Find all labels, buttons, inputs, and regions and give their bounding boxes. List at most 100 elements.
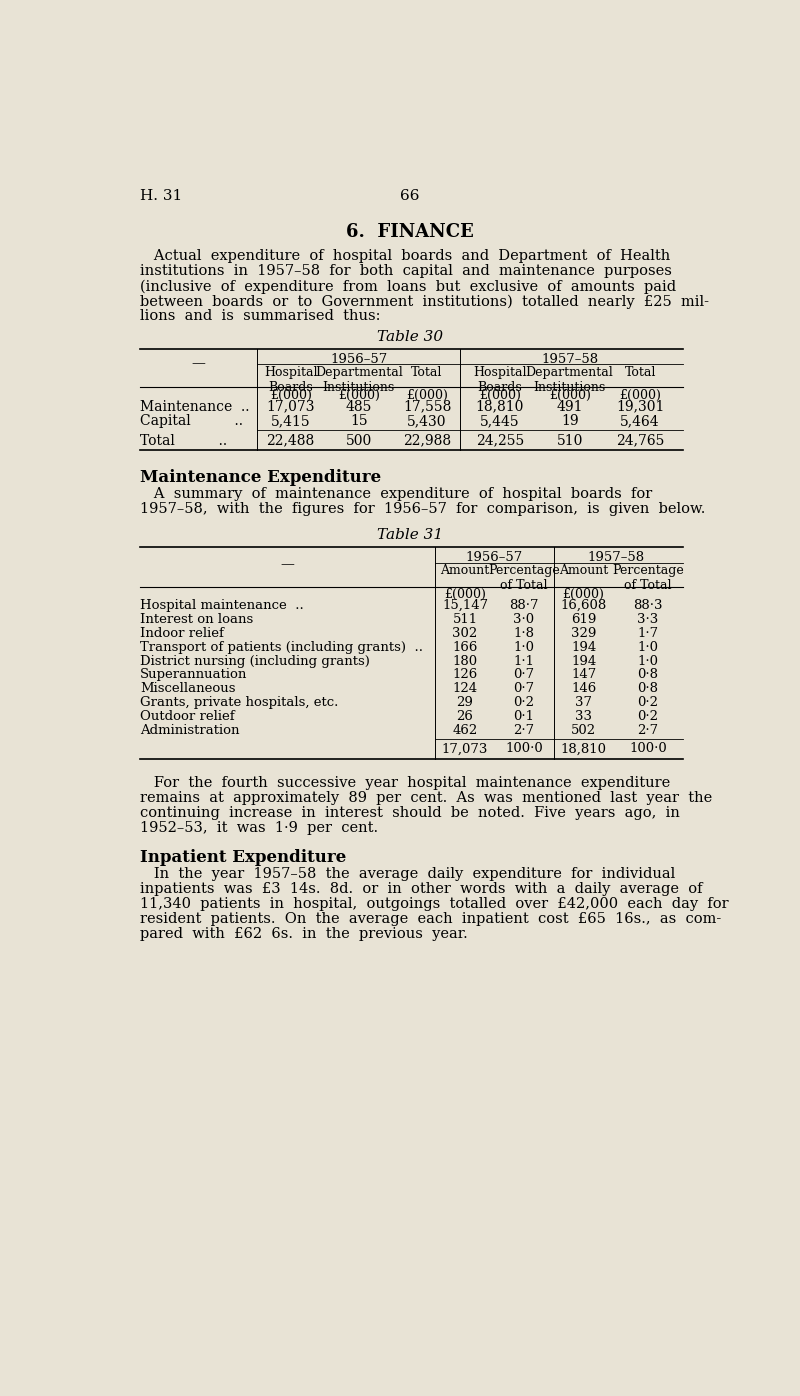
Text: inpatients  was  £3  14s.  8d.  or  in  other  words  with  a  daily  average  o: inpatients was £3 14s. 8d. or in other w…	[140, 882, 702, 896]
Text: pared  with  £62  6s.  in  the  previous  year.: pared with £62 6s. in the previous year.	[140, 927, 468, 941]
Text: Hospital
Boards: Hospital Boards	[473, 366, 526, 394]
Text: 462: 462	[453, 725, 478, 737]
Text: Indoor relief: Indoor relief	[140, 627, 224, 639]
Text: (inclusive  of  expenditure  from  loans  but  exclusive  of  amounts  paid: (inclusive of expenditure from loans but…	[140, 279, 677, 293]
Text: 1956–57: 1956–57	[330, 353, 387, 366]
Text: District nursing (including grants): District nursing (including grants)	[140, 655, 370, 667]
Text: 88·3: 88·3	[633, 599, 662, 611]
Text: 1957–58,  with  the  figures  for  1956–57  for  comparison,  is  given  below.: 1957–58, with the figures for 1956–57 fo…	[140, 503, 706, 517]
Text: lions  and  is  summarised  thus:: lions and is summarised thus:	[140, 309, 381, 324]
Text: Superannuation: Superannuation	[140, 669, 248, 681]
Text: Total: Total	[411, 366, 442, 378]
Text: Miscellaneous: Miscellaneous	[140, 683, 236, 695]
Text: 329: 329	[571, 627, 596, 639]
Text: 37: 37	[575, 697, 592, 709]
Text: 146: 146	[571, 683, 596, 695]
Text: Departmental
Institutions: Departmental Institutions	[526, 366, 614, 394]
Text: 22,988: 22,988	[403, 434, 451, 448]
Text: Table 30: Table 30	[377, 331, 443, 345]
Text: continuing  increase  in  interest  should  be  noted.  Five  years  ago,  in: continuing increase in interest should b…	[140, 807, 680, 821]
Text: 24,255: 24,255	[476, 434, 524, 448]
Text: 33: 33	[575, 711, 592, 723]
Text: 17,073: 17,073	[442, 743, 488, 755]
Text: £(000): £(000)	[562, 588, 605, 602]
Text: 1·0: 1·0	[638, 641, 658, 653]
Text: 100·0: 100·0	[505, 743, 542, 755]
Text: 88·7: 88·7	[509, 599, 538, 611]
Text: 26: 26	[457, 711, 474, 723]
Text: Hospital
Boards: Hospital Boards	[264, 366, 318, 394]
Text: £(000): £(000)	[270, 389, 311, 402]
Text: 0·7: 0·7	[514, 683, 534, 695]
Text: Maintenance  ..: Maintenance ..	[140, 399, 250, 413]
Text: 2·7: 2·7	[638, 725, 658, 737]
Text: Hospital maintenance  ..: Hospital maintenance ..	[140, 599, 304, 611]
Text: 511: 511	[453, 613, 478, 625]
Text: 3·3: 3·3	[638, 613, 658, 625]
Text: Actual  expenditure  of  hospital  boards  and  Department  of  Health: Actual expenditure of hospital boards an…	[140, 248, 670, 262]
Text: —: —	[191, 356, 206, 370]
Text: 194: 194	[571, 641, 596, 653]
Text: 5,464: 5,464	[620, 415, 660, 429]
Text: 1·8: 1·8	[514, 627, 534, 639]
Text: Percentage
of Total: Percentage of Total	[488, 564, 560, 592]
Text: resident  patients.  On  the  average  each  inpatient  cost  £65  16s.,  as  co: resident patients. On the average each i…	[140, 912, 722, 926]
Text: 194: 194	[571, 655, 596, 667]
Text: Table 31: Table 31	[377, 528, 443, 542]
Text: H. 31: H. 31	[140, 188, 182, 202]
Text: Amount: Amount	[441, 564, 490, 578]
Text: 17,558: 17,558	[403, 399, 451, 413]
Text: 0·2: 0·2	[514, 697, 534, 709]
Text: 0·8: 0·8	[638, 669, 658, 681]
Text: Inpatient Expenditure: Inpatient Expenditure	[140, 849, 346, 866]
Text: 510: 510	[557, 434, 583, 448]
Text: 6.  FINANCE: 6. FINANCE	[346, 223, 474, 242]
Text: 17,073: 17,073	[266, 399, 315, 413]
Text: Total          ..: Total ..	[140, 434, 227, 448]
Text: £(000): £(000)	[619, 389, 661, 402]
Text: £(000): £(000)	[338, 389, 380, 402]
Text: 1·0: 1·0	[638, 655, 658, 667]
Text: 100·0: 100·0	[629, 743, 667, 755]
Text: 11,340  patients  in  hospital,  outgoings  totalled  over  £42,000  each  day  : 11,340 patients in hospital, outgoings t…	[140, 898, 729, 912]
Text: 2·7: 2·7	[514, 725, 534, 737]
Text: 15,147: 15,147	[442, 599, 488, 611]
Text: Maintenance Expenditure: Maintenance Expenditure	[140, 469, 382, 486]
Text: 24,765: 24,765	[616, 434, 664, 448]
Text: Outdoor relief: Outdoor relief	[140, 711, 235, 723]
Text: 485: 485	[346, 399, 372, 413]
Text: Grants, private hospitals, etc.: Grants, private hospitals, etc.	[140, 697, 338, 709]
Text: Administration: Administration	[140, 725, 240, 737]
Text: Total: Total	[625, 366, 656, 378]
Text: 180: 180	[453, 655, 478, 667]
Text: 29: 29	[457, 697, 474, 709]
Text: 491: 491	[557, 399, 583, 413]
Text: Capital          ..: Capital ..	[140, 415, 243, 429]
Text: 0·1: 0·1	[514, 711, 534, 723]
Text: 619: 619	[571, 613, 596, 625]
Text: Interest on loans: Interest on loans	[140, 613, 254, 625]
Text: £(000): £(000)	[444, 588, 486, 602]
Text: £(000): £(000)	[479, 389, 521, 402]
Text: 1957–58: 1957–58	[542, 353, 598, 366]
Text: £(000): £(000)	[406, 389, 448, 402]
Text: 0·7: 0·7	[514, 669, 534, 681]
Text: 1·7: 1·7	[638, 627, 658, 639]
Text: Percentage
of Total: Percentage of Total	[612, 564, 684, 592]
Text: 1952–53,  it  was  1·9  per  cent.: 1952–53, it was 1·9 per cent.	[140, 821, 378, 835]
Text: £(000): £(000)	[549, 389, 590, 402]
Text: 1·1: 1·1	[514, 655, 534, 667]
Text: 302: 302	[453, 627, 478, 639]
Text: remains  at  approximately  89  per  cent.  As  was  mentioned  last  year  the: remains at approximately 89 per cent. As…	[140, 792, 713, 805]
Text: 19,301: 19,301	[616, 399, 664, 413]
Text: 1·0: 1·0	[514, 641, 534, 653]
Text: In  the  year  1957–58  the  average  daily  expenditure  for  individual: In the year 1957–58 the average daily ex…	[140, 867, 675, 881]
Text: 500: 500	[346, 434, 372, 448]
Text: between  boards  or  to  Government  institutions)  totalled  nearly  £25  mil-: between boards or to Government institut…	[140, 295, 710, 309]
Text: A  summary  of  maintenance  expenditure  of  hospital  boards  for: A summary of maintenance expenditure of …	[140, 487, 653, 501]
Text: 19: 19	[561, 415, 578, 429]
Text: 166: 166	[452, 641, 478, 653]
Text: 16,608: 16,608	[561, 599, 606, 611]
Text: 5,415: 5,415	[271, 415, 310, 429]
Text: 1956–57: 1956–57	[466, 550, 523, 564]
